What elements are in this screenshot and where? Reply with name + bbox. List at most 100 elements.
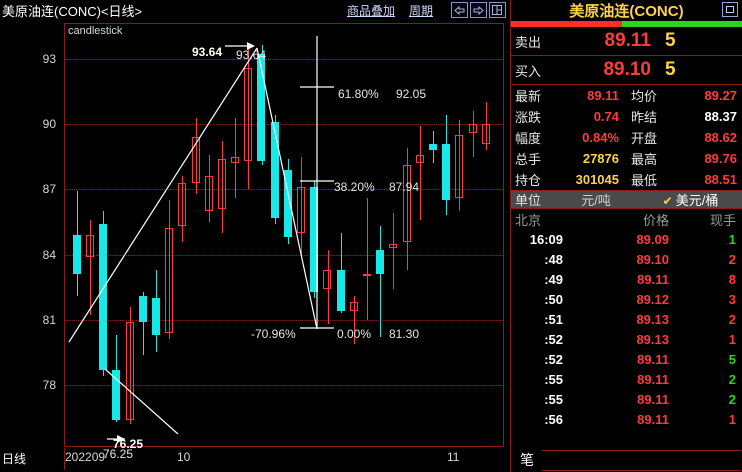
tick-row[interactable]: :50 89.12 3	[511, 289, 742, 309]
tick-volume: 1	[728, 331, 736, 347]
unit-option-cny[interactable]: 元/吨	[581, 193, 611, 208]
candle	[65, 24, 503, 446]
stat-label-right: 最高	[631, 152, 658, 167]
candle	[65, 24, 503, 446]
tick-row[interactable]: 16:09 89.09 1	[511, 229, 742, 249]
bid-volume: 5	[665, 59, 676, 80]
next-button[interactable]	[470, 2, 487, 18]
layout-button[interactable]	[489, 2, 506, 18]
bias-bar-red	[511, 21, 622, 27]
tick-price: 89.11	[637, 271, 669, 287]
fib-618-pct: 61.80%	[338, 87, 379, 101]
candle	[65, 24, 503, 446]
tick-row[interactable]: :52 89.13 1	[511, 329, 742, 349]
tick-row[interactable]: :55 89.11 2	[511, 389, 742, 409]
candle-body	[469, 124, 478, 133]
candle-body	[323, 269, 332, 290]
prev-button[interactable]	[451, 2, 468, 18]
tick-volume: 8	[728, 271, 736, 287]
bid-row[interactable]: 买入 89.10 5	[511, 56, 742, 85]
tick-price: 89.12	[636, 291, 669, 307]
plot-area[interactable]: candlestick	[64, 23, 504, 447]
tick-time: :56	[544, 411, 563, 427]
ask-row[interactable]: 卖出 89.11 5	[511, 27, 742, 56]
candle	[65, 24, 503, 446]
tick-time: :51	[544, 311, 563, 327]
stat-value-right: 89.27	[704, 88, 737, 103]
trough-value: 76.25	[103, 447, 134, 461]
stat-label-left: 幅度	[515, 131, 542, 146]
quote-panel: 美原油连(CONC) 卖出 89.11 5 买入 89.10 5 最新 89.11…	[510, 0, 742, 472]
stat-label-left: 总手	[515, 152, 542, 167]
gridline	[65, 385, 503, 387]
tick-time: :48	[544, 251, 563, 267]
tick-volume: 1	[728, 411, 736, 427]
peak-callout: 93.64	[192, 45, 223, 59]
tick-price: 89.11	[637, 371, 669, 387]
tab-ticks[interactable]: 笔	[512, 448, 542, 471]
candle-body	[482, 124, 491, 144]
candle-body	[376, 250, 385, 275]
candle	[65, 24, 503, 446]
stat-label-left: 持仓	[515, 173, 542, 188]
quote-title: 美原油连(CONC)	[569, 3, 684, 20]
stat-row: 最新 89.11 均价 89.27	[511, 85, 742, 106]
unit-option-usd[interactable]: ✔ 美元/桶	[639, 190, 742, 209]
tick-row[interactable]: :52 89.11 5	[511, 349, 742, 369]
tick-volume: 2	[728, 251, 736, 267]
maximize-icon[interactable]	[722, 2, 738, 17]
tick-time: :50	[544, 291, 563, 307]
tick-row[interactable]: :51 89.13 2	[511, 309, 742, 329]
tick-price: 89.11	[637, 391, 669, 407]
tick-col-volume: 现手	[709, 212, 736, 228]
split-layout-icon	[492, 5, 502, 15]
x-axis-label: 202209	[65, 450, 106, 464]
plot-inner: candlestick	[65, 24, 503, 446]
footer-divider	[541, 450, 741, 471]
fib-382-price: 87.94	[389, 180, 420, 194]
candle-body	[389, 243, 398, 249]
y-axis: 93 90 87 84 81 78	[0, 0, 64, 472]
candle	[65, 24, 503, 446]
tick-row[interactable]: :48 89.10 2	[511, 249, 742, 269]
page-title: 美原油连(CONC)<日线>	[2, 3, 143, 19]
overlay-link[interactable]: 商品叠加	[346, 3, 395, 18]
chart-toolbar: 商品叠加 周期	[347, 2, 510, 19]
drop-pct: -70.96%	[251, 327, 296, 341]
arrow-left-icon	[454, 5, 465, 15]
bid-label: 买入	[515, 63, 542, 79]
fib-382-pct: 38.20%	[334, 180, 375, 194]
tick-row[interactable]: :55 89.11 2	[511, 369, 742, 389]
tick-row[interactable]: :49 89.11 8	[511, 269, 742, 289]
quote-stats: 最新 89.11 均价 89.27 涨跌 0.74 昨结 88.37 幅度 0.84% 开盘 88.6…	[511, 85, 742, 190]
tick-price: 89.10	[636, 251, 669, 267]
candle	[65, 24, 503, 446]
candle-wick	[393, 213, 394, 290]
stat-value-left: 89.11	[587, 88, 619, 103]
bias-bar-green	[621, 21, 742, 27]
tick-time: 16:09	[529, 231, 563, 247]
stat-value-right: 88.51	[704, 172, 737, 187]
period-link[interactable]: 周期	[408, 3, 433, 18]
tick-time: :55	[544, 391, 563, 407]
tick-table-body[interactable]: 16:09 89.09 1:48 89.10 2:49 89.11 8:50 89.12 3:5…	[511, 229, 742, 429]
candle	[65, 24, 503, 446]
candle	[65, 24, 503, 446]
tick-volume: 5	[728, 351, 736, 367]
candle-wick	[130, 306, 131, 425]
tick-time: :49	[544, 271, 563, 287]
y-axis-label: 78	[42, 378, 56, 393]
candle	[65, 24, 503, 446]
k-label: candlestick	[68, 25, 123, 37]
tick-row[interactable]: :56 89.11 1	[511, 409, 742, 429]
unit-selector-row: 单位 元/吨 ✔ 美元/桶	[511, 190, 742, 209]
tick-price: 89.13	[636, 331, 669, 347]
tick-col-time: 北京	[515, 212, 542, 228]
tick-time: :55	[544, 371, 563, 387]
candle-body	[337, 269, 346, 312]
tick-price: 89.13	[636, 311, 669, 327]
candle	[65, 24, 503, 446]
stat-row: 持仓 301045 最低 88.51	[511, 169, 742, 190]
y-axis-label: 84	[42, 247, 56, 262]
stat-label-left: 最新	[515, 89, 542, 104]
